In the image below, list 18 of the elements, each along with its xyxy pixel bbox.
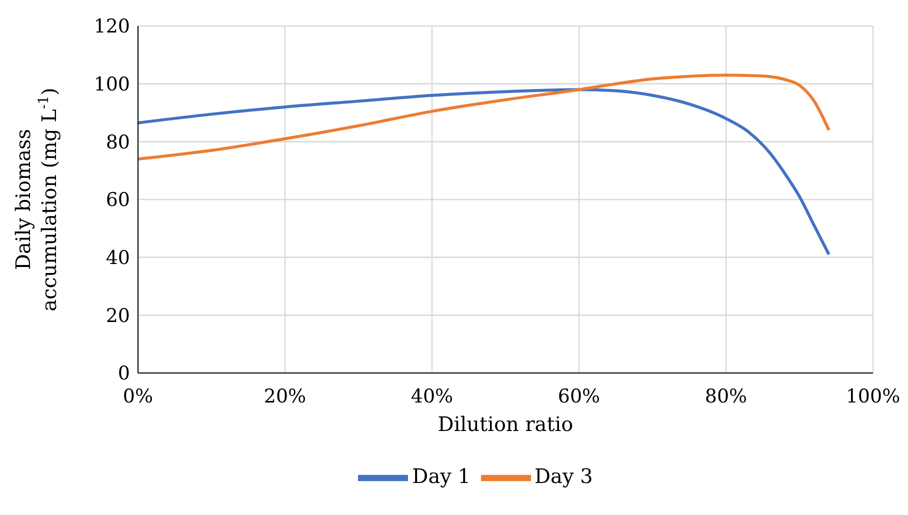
line-series	[138, 88, 830, 256]
x-tick-label: 20%	[264, 385, 306, 408]
y-tick-label: 40	[106, 247, 130, 270]
x-tick-label: 100%	[846, 385, 900, 408]
y-tick-label: 20	[106, 304, 130, 327]
x-tick-label: 40%	[410, 385, 454, 408]
legend-label: Day 1	[412, 464, 470, 488]
y-tick-label: 80	[106, 131, 130, 154]
legend-label: Day 3	[534, 464, 593, 488]
x-tick-label: 0%	[122, 385, 154, 408]
x-axis-title: Dilution ratio	[438, 412, 574, 436]
y-tick-label: 60	[106, 189, 130, 212]
line-series	[138, 74, 830, 161]
x-tick-label: 60%	[558, 385, 600, 408]
y-tick-label: 120	[94, 16, 130, 38]
y-tick-label: 100	[94, 74, 130, 96]
y-tick-label: 0	[118, 362, 130, 385]
x-tick-label: 80%	[704, 385, 748, 408]
